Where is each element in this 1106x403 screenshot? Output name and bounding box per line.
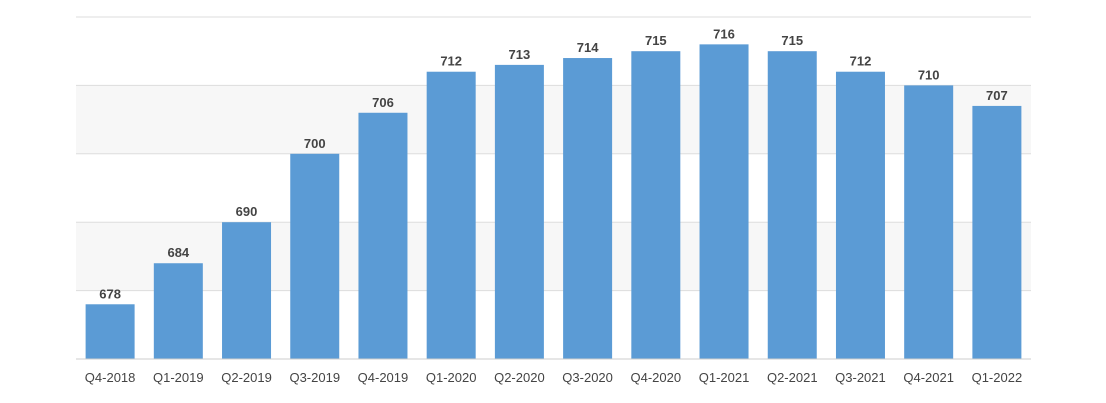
bar-q4-2018[interactable] (85, 304, 135, 359)
x-tick-label: Q1-2021 (699, 370, 750, 385)
bar-q1-2020[interactable] (426, 71, 476, 359)
data-label: 712 (440, 54, 462, 69)
x-tick-label: Q4-2019 (358, 370, 409, 385)
bar-q1-2022[interactable] (972, 105, 1022, 359)
x-tick-label: Q3-2020 (562, 370, 613, 385)
data-label: 710 (918, 67, 940, 82)
data-label: 713 (509, 47, 531, 62)
x-tick-label: Q3-2021 (835, 370, 886, 385)
data-label: 712 (850, 54, 872, 69)
bar-q1-2019[interactable] (153, 263, 203, 359)
data-label: 684 (167, 245, 189, 260)
x-tick-label: Q2-2021 (767, 370, 818, 385)
bar-q2-2019[interactable] (222, 222, 272, 359)
x-tick-label: Q2-2019 (221, 370, 272, 385)
x-tick-label: Q3-2019 (289, 370, 340, 385)
plot-bands (76, 85, 1031, 291)
bar-q4-2019[interactable] (358, 112, 408, 359)
x-tick-label: Q4-2020 (631, 370, 682, 385)
bar-q2-2020[interactable] (494, 64, 544, 359)
bar-q1-2021[interactable] (699, 44, 749, 360)
data-labels: 678 684 690 700 706 712 713 714 715 716 715 712 710 7… (99, 26, 1007, 301)
bar-q3-2019[interactable] (290, 153, 340, 359)
x-tick-label: Q2-2020 (494, 370, 545, 385)
data-label: 678 (99, 286, 121, 301)
data-label: 714 (577, 40, 599, 55)
data-label: 690 (236, 204, 258, 219)
data-label: 715 (645, 33, 667, 48)
data-label: 706 (372, 95, 394, 110)
x-tick-label: Q1-2019 (153, 370, 204, 385)
x-tick-label: Q4-2021 (903, 370, 954, 385)
bar-q3-2020[interactable] (563, 58, 613, 359)
data-label: 715 (781, 33, 803, 48)
bar-q3-2021[interactable] (835, 71, 885, 359)
bar-q2-2021[interactable] (767, 51, 817, 359)
data-label: 716 (713, 26, 735, 41)
x-axis-tick-labels: Q4-2018 Q1-2019 Q2-2019 Q3-2019 Q4-2019 Q1-20… (85, 370, 1022, 385)
bars (85, 44, 1022, 360)
data-label: 700 (304, 136, 326, 151)
x-tick-label: Q1-2020 (426, 370, 477, 385)
plot-band (76, 85, 1031, 154)
plot-band (76, 222, 1031, 291)
bar-q4-2021[interactable] (904, 85, 954, 360)
data-label: 707 (986, 88, 1008, 103)
x-tick-label: Q1-2022 (972, 370, 1023, 385)
bar-q4-2020[interactable] (631, 51, 681, 359)
x-tick-label: Q4-2018 (85, 370, 136, 385)
